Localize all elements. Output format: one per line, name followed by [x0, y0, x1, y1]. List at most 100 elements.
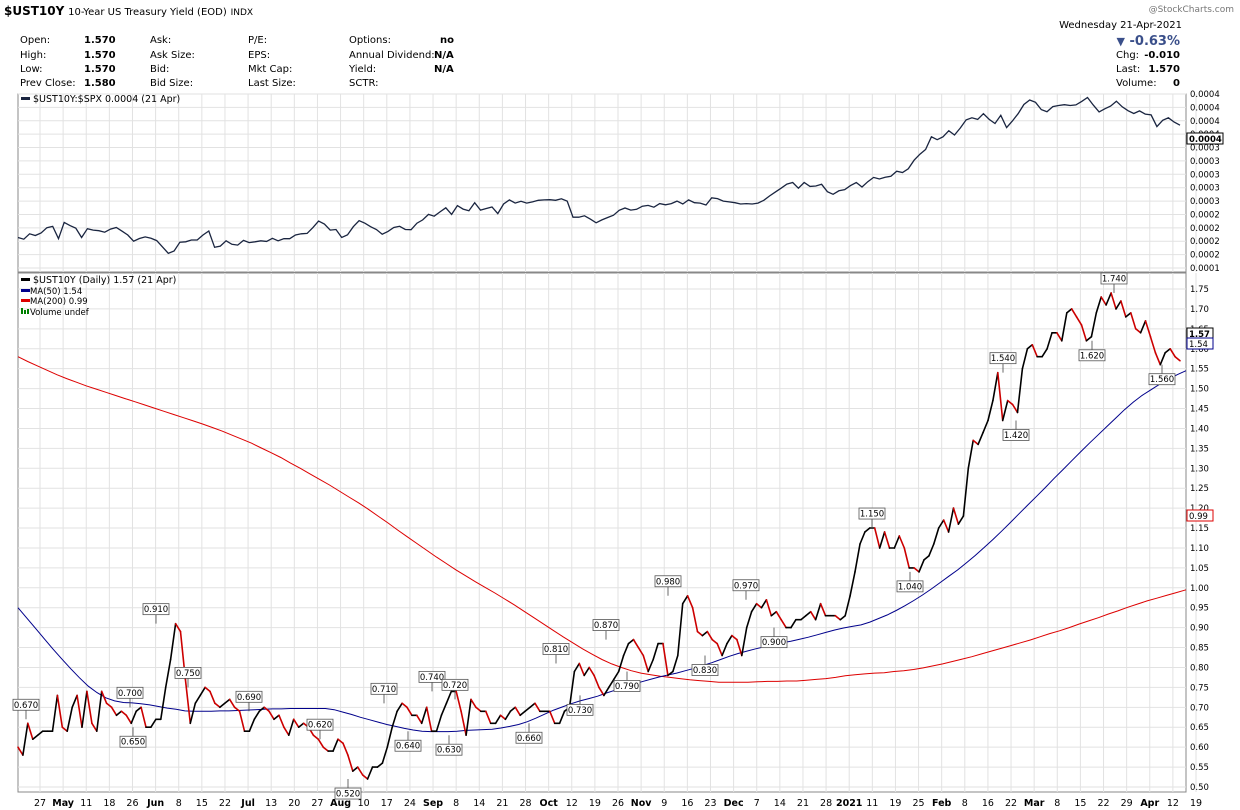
price-annotation: 1.040 — [896, 571, 924, 592]
volume-value: 0 — [1173, 78, 1180, 89]
price-segment — [642, 654, 650, 673]
x-tick-label: Feb — [932, 798, 952, 809]
price-segment — [470, 698, 477, 709]
ma50-line — [17, 370, 1187, 733]
x-tick-label: Nov — [631, 798, 652, 809]
annotation-box — [441, 678, 469, 691]
price-segment — [1056, 331, 1063, 342]
price-segment — [903, 547, 911, 569]
price-segment — [947, 507, 955, 533]
price-segment — [1061, 312, 1068, 342]
price-segment — [617, 654, 625, 673]
price-segment — [800, 614, 807, 621]
options-label: Options: — [349, 35, 391, 46]
price-segment — [849, 571, 856, 597]
price-segment — [1134, 327, 1142, 334]
ratio-y-tick-label: 0.0004 — [1190, 90, 1220, 100]
price-annotation: 1.150 — [858, 507, 886, 529]
price-segment — [1144, 320, 1152, 338]
price-segment — [676, 602, 684, 657]
price-segment — [253, 710, 261, 721]
annual-dividend-label: Annual Dividend: — [349, 50, 435, 61]
bid-size-label: Bid Size: — [150, 78, 194, 89]
ma200-legend: MA(200) 0.99 — [30, 297, 88, 307]
price-segment — [804, 610, 812, 617]
price-segment — [361, 774, 369, 780]
open-value: 1.570 — [84, 35, 116, 46]
change-down-icon: ▼ — [1116, 35, 1125, 48]
ratio-y-tick-label: 0.0001 — [1190, 264, 1220, 274]
price-annotation: 1.540 — [989, 352, 1017, 373]
price-segment — [135, 706, 142, 713]
price-annotation: 0.730 — [566, 695, 594, 716]
price-annotation: 0.720 — [441, 678, 469, 700]
price-segment — [992, 371, 999, 402]
price-segment — [957, 515, 965, 525]
price-segment — [425, 706, 433, 733]
yield-y-tick-label: 0.50 — [1190, 783, 1209, 793]
chart-header: $UST10Y 10-Year US Treasury Yield (EOD) … — [0, 0, 1240, 93]
price-segment — [356, 766, 364, 776]
price-segment — [529, 702, 536, 709]
mkt-cap-label: Mkt Cap: — [248, 64, 293, 75]
price-segment — [22, 722, 29, 756]
watermark: @StockCharts.com — [1148, 5, 1234, 15]
yield-last-box — [1186, 337, 1214, 350]
price-segment — [381, 746, 389, 764]
price-segment — [942, 519, 950, 533]
price-segment — [233, 706, 241, 713]
annotation-box — [235, 690, 263, 703]
yield-y-tick-label: 0.95 — [1190, 604, 1209, 614]
price-segment — [1090, 312, 1098, 338]
ratio-y-tick-label: 0.0003 — [1190, 197, 1220, 207]
yield-y-tick-label: 0.55 — [1190, 763, 1209, 773]
price-segment — [721, 642, 728, 657]
price-annotation: 0.670 — [12, 698, 40, 720]
annotation-box — [1002, 429, 1030, 441]
annotation-label: 1.560 — [1150, 375, 1174, 385]
ratio-line — [17, 96, 1181, 255]
x-tick-label: 13 — [265, 798, 277, 809]
x-tick-label: 27 — [311, 798, 323, 809]
price-segment — [115, 710, 123, 717]
price-segment — [484, 710, 492, 725]
price-segment — [194, 694, 201, 705]
price-segment — [558, 710, 566, 725]
price-segment — [1125, 312, 1132, 318]
price-segment — [110, 706, 118, 717]
chg-label: Chg: — [1116, 50, 1140, 61]
annotation-label: 1.150 — [860, 510, 884, 520]
price-segment — [169, 622, 177, 661]
annotation-label: 0.630 — [437, 746, 461, 756]
yield-y-tick-label: 1.35 — [1190, 444, 1209, 454]
annotation-box — [858, 507, 886, 520]
price-segment — [809, 610, 817, 621]
yield-y-tick-label: 0.80 — [1190, 663, 1209, 673]
price-segment — [583, 666, 591, 677]
price-segment — [199, 686, 206, 697]
price-segment — [366, 766, 374, 780]
symbol-description: 10-Year US Treasury Yield (EOD) — [68, 7, 227, 18]
price-legend-swatch — [21, 278, 30, 281]
yield-last-value: 1.57 — [1189, 330, 1210, 340]
price-segment — [1066, 308, 1073, 314]
annotation-box — [1148, 373, 1176, 386]
price-segment — [342, 742, 349, 756]
annotation-box — [732, 579, 760, 592]
annotation-label: 0.670 — [14, 701, 38, 711]
price-segment — [928, 543, 935, 557]
x-tick-label: 26 — [612, 798, 624, 809]
price-segment — [982, 419, 989, 434]
price-segment — [859, 531, 866, 545]
price-segment — [1139, 320, 1147, 334]
yield-y-tick-label: 1.40 — [1190, 424, 1209, 434]
price-segment — [706, 630, 714, 641]
change-percent: -0.63% — [1129, 34, 1181, 49]
price-segment — [120, 710, 128, 717]
yield-last-value: 0.99 — [1189, 512, 1208, 522]
x-tick-label: 8 — [453, 798, 459, 809]
price-segment — [1070, 308, 1078, 318]
price-segment — [755, 602, 763, 609]
x-tick-label: 22 — [219, 798, 231, 809]
x-tick-label: 16 — [681, 798, 693, 809]
